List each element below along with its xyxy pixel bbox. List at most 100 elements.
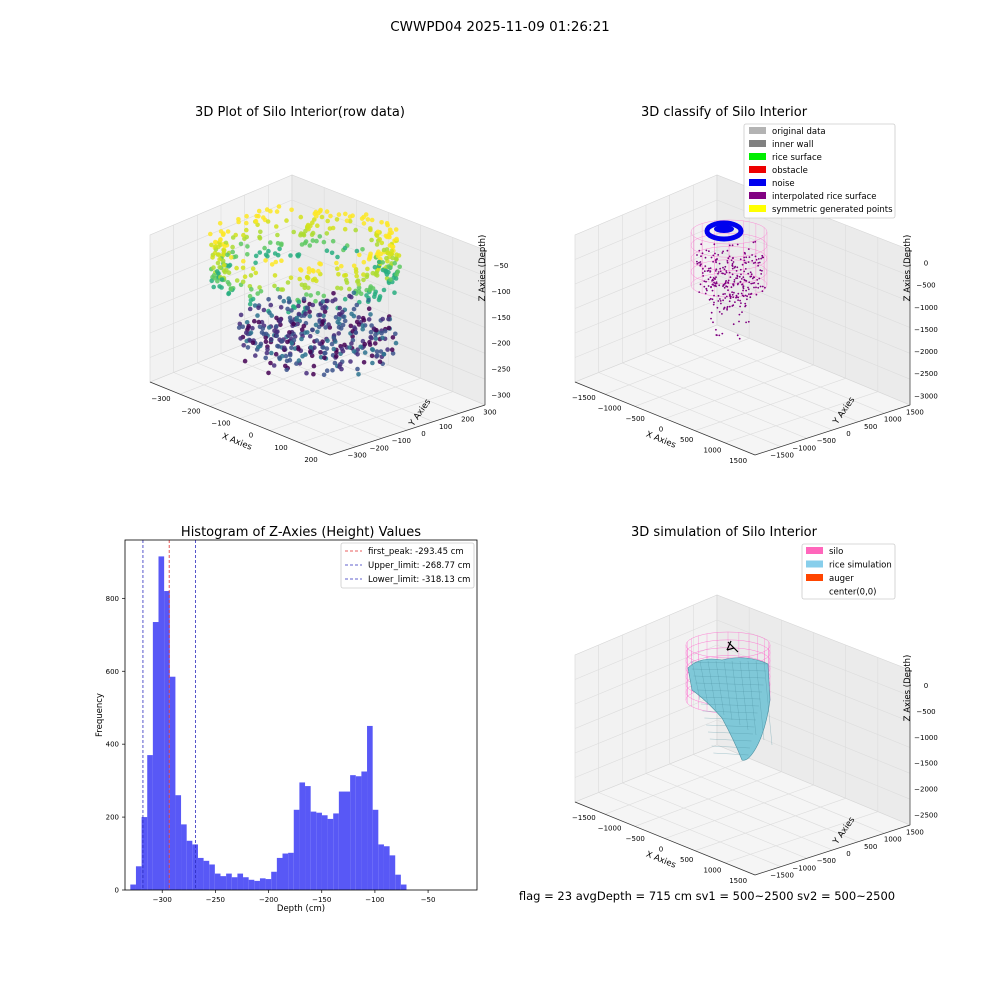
sim-zlabel: Z Axies (Depth) <box>903 655 913 722</box>
raw-point <box>263 258 268 263</box>
interpolated-point <box>712 254 715 257</box>
interpolated-point <box>713 284 716 287</box>
raw-point <box>347 345 353 350</box>
interpolated-point <box>736 243 739 246</box>
classify-legend-swatch <box>749 166 766 173</box>
x-tick-label: 1000 <box>704 866 722 874</box>
raw-point <box>310 268 315 273</box>
raw-point <box>304 305 310 311</box>
raw-point <box>379 240 385 246</box>
hist-x-tick-label: −250 <box>206 896 225 904</box>
raw-point <box>342 342 347 348</box>
interpolated-point <box>722 293 725 296</box>
interpolated-point <box>741 283 744 286</box>
raw-point <box>324 209 330 214</box>
sim-title: 3D simulation of Silo Interior <box>631 525 818 540</box>
raw-point <box>310 327 315 333</box>
raw-point <box>374 233 380 238</box>
raw-point <box>343 277 349 283</box>
rice-surface-mesh <box>689 661 769 665</box>
rice-surface-mesh <box>731 660 741 726</box>
interpolated-point <box>728 244 731 247</box>
raw-point <box>351 306 357 312</box>
raw-point <box>368 312 373 317</box>
raw-point <box>337 321 342 327</box>
raw-point <box>291 337 297 343</box>
interpolated-point <box>738 337 741 340</box>
interpolated-point <box>732 323 735 326</box>
interpolated-point <box>727 281 729 284</box>
hist-x-tick-label: −300 <box>153 896 172 904</box>
z-tick-label: −1500 <box>914 326 938 334</box>
classify-legend-swatch <box>749 192 766 199</box>
interpolated-point <box>718 262 721 265</box>
interpolated-point <box>740 302 742 304</box>
raw-point <box>334 354 339 359</box>
hist-bar <box>333 813 339 890</box>
raw-point <box>361 272 366 277</box>
raw-point <box>296 358 302 363</box>
z-tick-label: −2000 <box>914 348 938 356</box>
interpolated-point <box>756 279 759 281</box>
interpolated-point <box>722 285 724 287</box>
raw-point <box>297 276 303 282</box>
raw-point <box>321 293 327 299</box>
hist-bar <box>378 844 384 890</box>
interpolated-point <box>708 298 711 301</box>
interpolated-point <box>721 252 724 254</box>
interpolated-point <box>709 267 712 269</box>
raw-point <box>393 331 398 337</box>
raw-point <box>390 255 396 261</box>
interpolated-point <box>731 305 734 307</box>
raw-point <box>304 370 309 376</box>
interpolated-point <box>702 267 704 270</box>
interpolated-point <box>699 261 702 263</box>
raw-point <box>353 227 359 233</box>
interpolated-point <box>719 270 722 273</box>
raw-point <box>242 274 248 280</box>
raw-point <box>247 301 253 307</box>
y-tick-label: 0 <box>421 430 425 438</box>
raw-point <box>218 229 224 234</box>
raw-point <box>366 306 372 312</box>
raw-point <box>356 372 361 377</box>
interpolated-point <box>721 332 724 335</box>
raw-point <box>360 323 366 328</box>
interpolated-point <box>713 294 715 297</box>
raw-point <box>320 299 326 304</box>
raw-point <box>369 323 374 328</box>
raw-point <box>320 305 325 311</box>
interpolated-point <box>757 264 759 267</box>
hist-legend-entries: first_peak: -293.45 cm Upper_limit: -268.… <box>345 547 471 585</box>
raw-point <box>320 345 325 350</box>
classify-legend-swatch <box>749 127 766 134</box>
interpolated-point <box>725 271 728 274</box>
interpolated-point <box>711 298 714 301</box>
raw-point <box>283 363 288 369</box>
x-tick-label: 0 <box>249 432 253 440</box>
noise-cluster <box>704 220 744 242</box>
interpolated-point <box>725 295 728 298</box>
raw-point <box>370 360 375 366</box>
raw-point <box>350 213 355 218</box>
interpolated-point <box>700 243 703 246</box>
interpolated-point <box>749 275 752 278</box>
interpolated-point <box>742 276 745 279</box>
interpolated-point <box>706 289 708 292</box>
raw-point <box>348 359 353 364</box>
interpolated-point <box>696 262 699 265</box>
raw-point <box>276 204 282 209</box>
y-tick-label: −200 <box>370 444 389 452</box>
interpolated-point <box>745 280 748 282</box>
raw-point <box>281 298 287 304</box>
rice-surface-mesh <box>691 660 701 701</box>
interpolated-point <box>729 295 732 298</box>
hist-x-tick-label: −200 <box>259 896 278 904</box>
interpolated-point <box>715 328 717 331</box>
interpolated-point <box>749 293 752 295</box>
interpolated-point <box>758 277 761 280</box>
raw-point <box>374 349 380 354</box>
raw-point <box>351 290 357 296</box>
raw-point <box>342 318 348 324</box>
raw-point <box>394 272 399 278</box>
